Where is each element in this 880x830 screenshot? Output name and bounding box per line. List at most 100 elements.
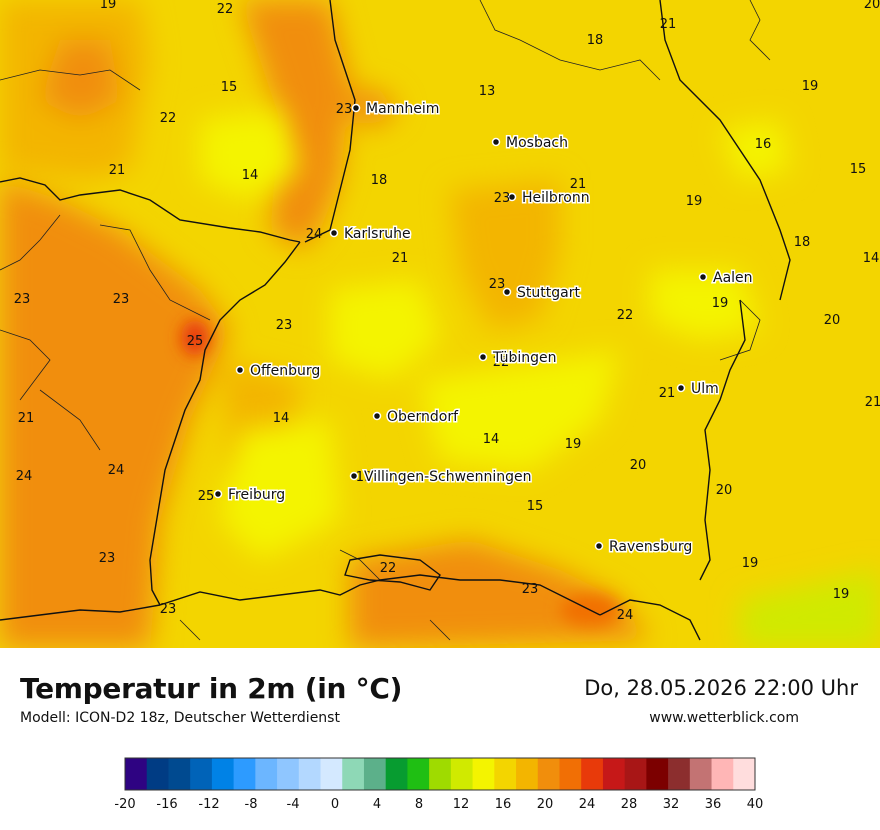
- city-dot: [329, 228, 339, 238]
- grid-value: 24: [108, 463, 125, 478]
- grid-value: 18: [794, 235, 811, 250]
- legend-tick-label: -4: [287, 797, 300, 812]
- city-label: Heilbronn: [522, 190, 590, 206]
- legend-tick-label: -8: [245, 797, 258, 812]
- city-dot: [349, 471, 359, 481]
- grid-value: 22: [160, 111, 177, 126]
- grid-value: 21: [865, 395, 880, 410]
- grid-value: 20: [630, 458, 647, 473]
- city-dot: [502, 287, 512, 297]
- legend-swatch: [255, 758, 278, 790]
- city-dot: [594, 541, 604, 551]
- legend-swatch: [472, 758, 495, 790]
- city-label: Oberndorf: [387, 409, 459, 425]
- legend-swatch: [211, 758, 235, 790]
- city-ravensburg: Ravensburg: [594, 538, 694, 557]
- legend-swatch: [385, 758, 408, 790]
- city-dot: [478, 352, 488, 362]
- grid-value: 14: [273, 411, 290, 426]
- grid-value: 19: [833, 587, 850, 602]
- grid-value: 19: [565, 437, 582, 452]
- legend-swatch: [516, 758, 539, 790]
- legend-swatch: [168, 758, 191, 790]
- legend-swatch: [668, 758, 691, 790]
- legend-tick-label: 32: [663, 797, 680, 812]
- legend-swatch: [146, 758, 169, 790]
- grid-value: 20: [716, 483, 733, 498]
- grid-value: 21: [109, 163, 126, 178]
- city-markers: 23 Mannheim Mosbach 23 Heilbronn 24 Karlsruhe A…: [198, 100, 754, 557]
- city-value: 23: [489, 277, 506, 292]
- city-label: Karlsruhe: [344, 226, 411, 242]
- grid-value: 14: [242, 168, 259, 183]
- grid-value: 23: [113, 292, 130, 307]
- grid-value: 13: [479, 84, 496, 99]
- grid-value: 22: [380, 561, 397, 576]
- grid-value: 14: [483, 432, 500, 447]
- city-value: 19: [356, 470, 373, 485]
- legend-swatch: [733, 758, 756, 790]
- legend-tick-label: 0: [331, 797, 339, 812]
- legend-swatch: [494, 758, 517, 790]
- grid-value: 20: [824, 313, 841, 328]
- legend-tick-label: 40: [747, 797, 764, 812]
- color-legend: -20 -16 -12 -8 -4 0 4 8 12 16 20 24 28 32 36 40: [114, 757, 763, 812]
- city-karlsruhe: 24 Karlsruhe: [306, 225, 412, 244]
- forecast-datetime: Do, 28.05.2026 22:00 Uhr: [584, 676, 858, 700]
- legend-swatch: [559, 758, 582, 790]
- legend-tick-label: 12: [453, 797, 470, 812]
- grid-value: 18: [587, 33, 604, 48]
- legend-tick-label: 36: [705, 797, 722, 812]
- cool-areas: [200, 110, 880, 648]
- grid-value: 20: [864, 0, 880, 12]
- city-value: 23: [494, 191, 511, 206]
- legend-color-boxes: [124, 757, 756, 791]
- legend-swatch: [450, 758, 473, 790]
- legend-tick-label: 8: [415, 797, 423, 812]
- city-dot: [507, 192, 517, 202]
- city-dot: [676, 383, 686, 393]
- city-dot: [235, 365, 245, 375]
- city-mannheim: 23 Mannheim: [336, 100, 441, 119]
- legend-tick-label: 28: [621, 797, 638, 812]
- legend-frame: [124, 757, 756, 791]
- legend-swatch: [537, 758, 560, 790]
- grid-value: 24: [16, 469, 33, 484]
- legend-tick-label: 20: [537, 797, 554, 812]
- city-dot: [698, 272, 708, 282]
- grid-value: 19: [802, 79, 819, 94]
- city-label: Mannheim: [366, 101, 439, 117]
- legend-swatch: [624, 758, 647, 790]
- footer: Temperatur in 2m (in °C) Modell: ICON-D2…: [0, 648, 880, 830]
- grid-value: 15: [527, 499, 544, 514]
- grid-value: 21: [18, 411, 35, 426]
- legend-tick-label: 4: [373, 797, 381, 812]
- grid-value: 16: [755, 137, 772, 152]
- city-value: 21: [659, 386, 676, 401]
- legend-tick-labels: -20 -16 -12 -8 -4 0 4 8 12 16 20 24 28 32 36 40: [114, 797, 763, 812]
- legend-tick-label: 16: [495, 797, 512, 812]
- city-label: Tübingen: [492, 350, 557, 366]
- legend-swatch: [233, 758, 256, 790]
- page-title: Temperatur in 2m (in °C): [20, 672, 403, 705]
- legend-tick-label: -16: [156, 797, 177, 812]
- legend-swatch: [125, 758, 148, 790]
- legend-swatch: [277, 758, 300, 790]
- city-ulm: 21 Ulm: [659, 380, 721, 402]
- city-dot: [351, 103, 361, 113]
- city-dot: [372, 411, 382, 421]
- city-label: Ulm: [691, 381, 719, 397]
- city-value: 22: [493, 355, 510, 370]
- city-heilbronn: 23 Heilbronn: [494, 189, 591, 208]
- grid-value: 21: [660, 17, 677, 32]
- grid-value: 23: [99, 551, 116, 566]
- city-label: Stuttgart: [517, 285, 580, 301]
- website-link[interactable]: www.wetterblick.com: [649, 710, 799, 726]
- city-stuttgart: 23 Stuttgart: [489, 277, 582, 303]
- city-value: 24: [306, 227, 323, 242]
- grid-value: 18: [371, 173, 388, 188]
- city-label: Mosbach: [506, 135, 568, 151]
